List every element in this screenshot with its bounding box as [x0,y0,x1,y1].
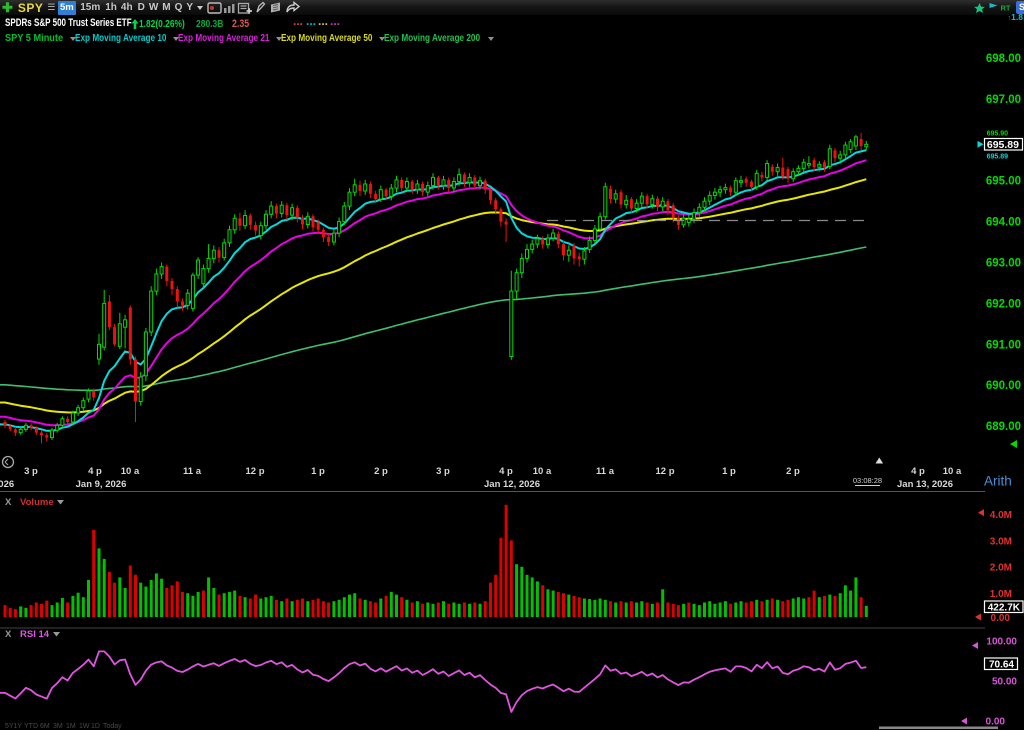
svg-text:10 a: 10 a [533,466,552,477]
svg-text:10 a: 10 a [943,466,962,477]
svg-text:12 p: 12 p [245,466,264,477]
svg-text:0.00: 0.00 [986,717,1006,728]
svg-text:1W: 1W [79,723,90,730]
svg-text:2 p: 2 p [786,466,800,477]
svg-text:Volume: Volume [20,497,54,508]
svg-text:11 a: 11 a [183,466,202,477]
svg-text:YTD: YTD [24,723,38,730]
svg-text:1M: 1M [66,723,76,730]
svg-text:X: X [5,497,12,508]
svg-text:2.0M: 2.0M [990,563,1012,574]
svg-text:1.0M: 1.0M [990,589,1012,600]
svg-text:689.00: 689.00 [986,421,1021,433]
svg-text:Arith: Arith [984,474,1012,489]
svg-text:11 a: 11 a [596,466,615,477]
svg-text:693.00: 693.00 [986,258,1021,270]
svg-text:70.64: 70.64 [989,660,1014,671]
svg-text:50.00: 50.00 [992,677,1017,688]
svg-text:3M: 3M [53,723,63,730]
svg-text:690.00: 690.00 [986,380,1021,392]
svg-text:Jan 12, 2026: Jan 12, 2026 [484,479,540,490]
svg-text:1Y: 1Y [14,723,23,730]
svg-text:1 p: 1 p [311,466,325,477]
svg-text:695.89: 695.89 [987,139,1019,151]
svg-text:2 p: 2 p [374,466,388,477]
svg-text:6M: 6M [40,723,50,730]
svg-text:1D: 1D [91,723,100,730]
svg-text:692.00: 692.00 [986,298,1021,310]
svg-text:5Y: 5Y [5,723,14,730]
svg-text:12 p: 12 p [655,466,674,477]
svg-text:Jan 13, 2026: Jan 13, 2026 [897,479,953,490]
svg-text:691.00: 691.00 [986,339,1021,351]
svg-text:3 p: 3 p [436,466,450,477]
svg-text:4 p: 4 p [911,466,925,477]
svg-text:Jan 9, 2026: Jan 9, 2026 [76,479,127,490]
svg-text:10 a: 10 a [121,466,140,477]
svg-text:4 p: 4 p [499,466,513,477]
svg-text:Today: Today [103,723,122,730]
svg-text:3.0M: 3.0M [990,536,1012,547]
svg-text:698.00: 698.00 [986,53,1021,65]
svg-text:694.00: 694.00 [986,217,1021,229]
svg-text:695.00: 695.00 [986,176,1021,188]
svg-text:695.90: 695.90 [987,131,1009,138]
svg-text:4.0M: 4.0M [990,510,1012,521]
svg-text:100.00: 100.00 [986,637,1017,648]
svg-text:1 p: 1 p [722,466,736,477]
svg-text:2026: 2026 [0,479,14,490]
svg-text:422.7K: 422.7K [988,603,1021,614]
svg-text:0.00: 0.00 [991,613,1011,624]
svg-text:RT: RT [1001,4,1011,13]
svg-text:X: X [5,629,12,640]
svg-text:695.89: 695.89 [987,154,1009,161]
svg-text:4 p: 4 p [88,466,102,477]
svg-text:3 p: 3 p [24,466,38,477]
svg-text:RSI 14: RSI 14 [20,629,50,640]
svg-text:697.00: 697.00 [986,94,1021,106]
svg-text:03:08:28: 03:08:28 [853,476,882,485]
